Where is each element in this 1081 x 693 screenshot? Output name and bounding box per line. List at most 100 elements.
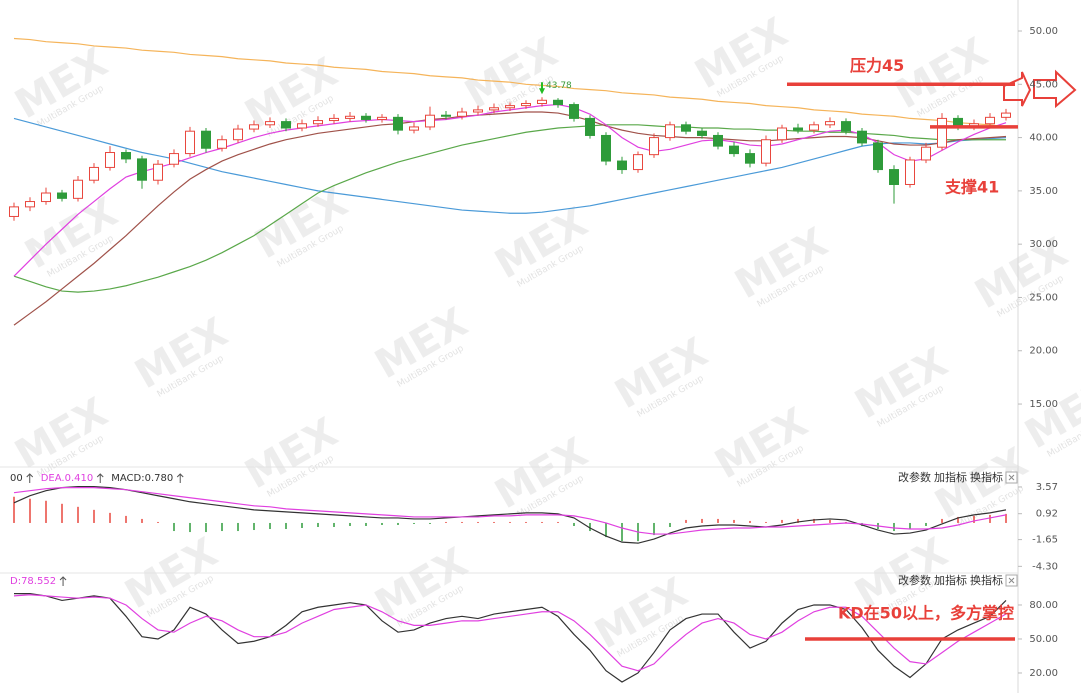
candle-body [745, 153, 755, 164]
candle-body [921, 146, 931, 161]
y-tick-label: 15.00 [1029, 399, 1058, 410]
y-tick-label: 40.00 [1029, 133, 1058, 144]
candle-body [793, 127, 803, 131]
kd-line [13, 594, 1007, 672]
candle-body [329, 117, 339, 122]
candle-body [937, 117, 947, 148]
candle-body [457, 111, 467, 117]
toolbar-button[interactable]: 改参数 [898, 573, 931, 587]
candle-body [1001, 112, 1011, 118]
y-tick-label: 35.00 [1029, 186, 1058, 197]
indicator-value: D:78.552 [10, 576, 56, 587]
toolbar-button[interactable]: 换指标 [970, 470, 1003, 484]
candle-body [585, 117, 595, 136]
max-price-label: 43.78 [546, 81, 572, 91]
candle-body [617, 160, 627, 171]
candle-body [41, 192, 51, 203]
marker-arrow [539, 82, 545, 95]
candle-body [681, 124, 691, 132]
kd-line [14, 593, 1007, 683]
arrow-icon [96, 473, 104, 483]
candle-body [393, 116, 403, 131]
toolbar-button[interactable]: 加指标 [934, 470, 967, 484]
moving-average [13, 111, 1007, 326]
arrow-icon [1003, 69, 1077, 109]
candle-body [57, 192, 67, 199]
candle-body [377, 116, 387, 120]
candle-body [537, 99, 547, 104]
candle-body [873, 142, 883, 171]
annotation-text: 支撑41 [944, 177, 999, 196]
y-tick-label: -4.30 [1032, 561, 1058, 572]
candle-body [761, 139, 771, 164]
indicator-value: MACD:0.780 [111, 473, 173, 484]
candle-body [633, 154, 643, 171]
candle-body [409, 126, 419, 131]
toolbar-button[interactable]: 改参数 [898, 470, 931, 484]
y-tick-label: -1.65 [1032, 535, 1058, 546]
moving-average [13, 124, 1006, 293]
candle-body [857, 130, 867, 144]
candle-body [25, 201, 35, 208]
candle-body [809, 124, 819, 131]
y-tick-label: 0.92 [1036, 509, 1058, 520]
candle-body [553, 99, 563, 106]
indicator-value: DEA.0.410 [41, 473, 94, 484]
indicator-value: 00 [10, 473, 23, 484]
candle-body [361, 115, 371, 120]
y-tick-label: 20.00 [1029, 668, 1058, 679]
candle-body [521, 102, 531, 107]
close-icon [1008, 577, 1015, 584]
candle-body [697, 130, 707, 136]
candle-body [297, 123, 307, 129]
candle-body [489, 107, 499, 111]
candle-body [649, 137, 659, 156]
candle-body [665, 124, 675, 139]
y-tick-label: 20.00 [1029, 346, 1058, 357]
candle-body [473, 109, 483, 113]
close-icon [1008, 474, 1015, 481]
candle-body [137, 158, 147, 181]
candle-body [985, 116, 995, 125]
y-tick-label: 30.00 [1029, 239, 1058, 250]
candle-body [569, 104, 579, 119]
candle-body [825, 121, 835, 126]
y-tick-label: 25.00 [1029, 292, 1058, 303]
candle-body [441, 114, 451, 117]
y-tick-label: 3.57 [1036, 482, 1058, 493]
candle-body [265, 121, 275, 126]
candle-body [201, 130, 211, 149]
candle-body [713, 134, 723, 147]
y-tick-label: 45.00 [1029, 79, 1058, 90]
candle-body [89, 166, 99, 181]
toolbar-button[interactable]: 换指标 [970, 573, 1003, 587]
candle-body [169, 153, 179, 165]
annotation-text: 压力45 [850, 56, 904, 75]
candle-body [217, 139, 227, 149]
candle-body [841, 121, 851, 132]
candle-body [601, 134, 611, 162]
toolbar-button[interactable]: 加指标 [934, 573, 967, 587]
candle-body [73, 179, 83, 199]
macd-line [13, 486, 1007, 544]
arrow-icon [26, 473, 34, 483]
candle-body [313, 120, 323, 125]
candle-body [777, 127, 787, 141]
candle-body [9, 206, 19, 217]
candle-body [425, 114, 435, 128]
candle-body [281, 121, 291, 129]
candle-body [105, 152, 115, 168]
y-tick-label: 50.00 [1029, 634, 1058, 645]
candle-body [233, 128, 243, 141]
candle-body [905, 159, 915, 185]
candle-body [121, 152, 131, 160]
macd-line [13, 487, 1007, 535]
y-tick-label: 80.00 [1029, 600, 1058, 611]
moving-average [13, 37, 1007, 128]
annotation-text: KD在50以上，多方掌控 [838, 603, 1014, 622]
candle-body [345, 115, 355, 119]
candle-body [889, 169, 899, 185]
y-tick-label: 50.00 [1029, 26, 1058, 37]
